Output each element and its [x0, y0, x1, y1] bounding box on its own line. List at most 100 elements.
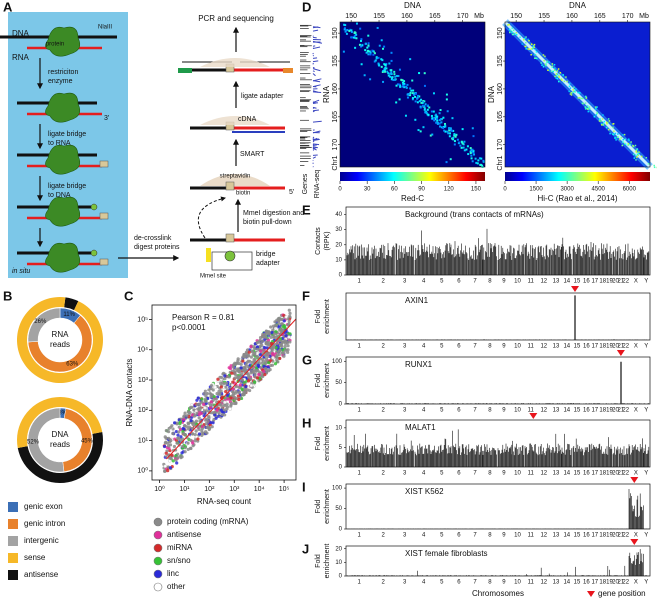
heat-cell: [396, 74, 399, 77]
scatter-dot: [283, 324, 287, 328]
heat-cell: [395, 84, 398, 87]
heat-cell: [555, 74, 558, 77]
heat-cell: [584, 106, 587, 108]
rnaseq-mark: [312, 73, 316, 77]
heat-cell: [511, 33, 514, 36]
heat-cell: [612, 126, 614, 129]
scatter-dot: [213, 385, 218, 389]
chrom-label: 7: [473, 533, 477, 539]
heat-cell: [423, 84, 426, 87]
chrom-label: 18: [599, 533, 606, 539]
heat-cell: [440, 126, 443, 129]
scatter-dot: [246, 359, 250, 363]
heat-cell: [600, 120, 602, 122]
scatter-dot: [167, 446, 171, 450]
gene-marker: [616, 350, 625, 356]
signal: [346, 361, 650, 404]
scatter-dot: [235, 367, 239, 371]
rnaseq-mark: [312, 156, 317, 159]
colorbar-tick-label: 90: [418, 187, 425, 193]
bridge: [99, 160, 109, 168]
chrom-label: 13: [553, 471, 560, 477]
scatter-dot: [249, 377, 253, 381]
value-label: 52%: [27, 439, 40, 445]
scatter-dot: [207, 416, 211, 420]
heat-cell: [411, 98, 414, 101]
y-tick-label: 165: [332, 111, 339, 123]
heat-cell: [363, 74, 366, 77]
heat-cell: [602, 123, 605, 125]
heat-cell: [608, 120, 611, 122]
x-axis-label: DNA: [404, 1, 422, 10]
track-label: Genes: [302, 173, 309, 194]
scatter-dot: [253, 380, 257, 384]
heat-cell: [469, 150, 472, 153]
heat-cell: [385, 63, 388, 66]
heat-cell: [628, 139, 630, 142]
chrom-label: 14: [563, 580, 570, 586]
heat-cell: [407, 93, 410, 96]
heat-cell: [637, 152, 640, 155]
heat-cell: [598, 118, 601, 121]
heat-cell: [653, 166, 656, 169]
step-label: MmeI digestion and: [243, 210, 304, 217]
y-tick-label: 10³: [138, 377, 149, 384]
heat-cell: [377, 56, 380, 59]
track-title: AXIN1: [405, 296, 429, 305]
panel-label: B: [3, 288, 12, 303]
heat-cell: [472, 135, 475, 138]
scatter-dot: [202, 402, 206, 406]
heat-cell: [573, 86, 575, 89]
heat-cell: [569, 93, 572, 95]
scatter-dot: [242, 355, 247, 359]
heat-cell: [577, 91, 579, 94]
heat-cell: [569, 87, 572, 89]
heat-cell: [553, 63, 556, 66]
heat-cell: [423, 105, 426, 108]
biotin: [90, 249, 98, 257]
heat-cell: [548, 61, 550, 63]
scatter-dot: [267, 340, 271, 345]
y-tick-label: 0: [339, 527, 343, 533]
heat-cell: [458, 141, 461, 144]
scatter-dot: [264, 357, 269, 361]
scatter-dot: [216, 377, 220, 381]
plot-frame: [151, 304, 297, 481]
heat-cell: [442, 116, 445, 119]
scatter-dot: [200, 397, 204, 401]
heat-cell: [428, 106, 431, 109]
heat-cell: [624, 143, 627, 145]
scatter-dot: [176, 455, 180, 459]
chrom-label: 17: [591, 344, 598, 350]
heat-cell: [411, 92, 414, 95]
scatter-dot: [175, 441, 179, 445]
heat-cell: [596, 106, 598, 108]
chrom-label: 16: [583, 279, 590, 285]
chrom-label: 9: [502, 580, 506, 586]
scatter-dot: [232, 367, 237, 372]
heat-cell: [393, 73, 396, 76]
label: biotin: [236, 191, 250, 197]
y-tick-label: 170: [332, 139, 339, 151]
heat-cell: [470, 154, 473, 157]
heat-cell: [472, 149, 475, 152]
chrom-label: 14: [563, 408, 570, 414]
heat-cell: [600, 123, 603, 125]
heat-cell: [511, 27, 513, 29]
chrom-label: 19: [606, 408, 613, 414]
streptavidin: [200, 58, 270, 67]
heat-cell: [525, 45, 527, 48]
chrom-label: 16: [583, 533, 590, 539]
heat-cell: [427, 113, 430, 116]
chrom-label: 4: [422, 533, 426, 539]
heat-cell: [471, 160, 474, 163]
heat-cell: [653, 164, 655, 167]
heatmap-bg: [340, 22, 485, 167]
heat-cell: [449, 127, 452, 130]
heat-cell: [390, 51, 393, 54]
heat-cell: [619, 138, 621, 141]
scatter-dot: [210, 393, 214, 397]
scatter-dot: [277, 349, 281, 353]
heat-cell: [422, 126, 425, 129]
heat-cell: [474, 157, 477, 160]
